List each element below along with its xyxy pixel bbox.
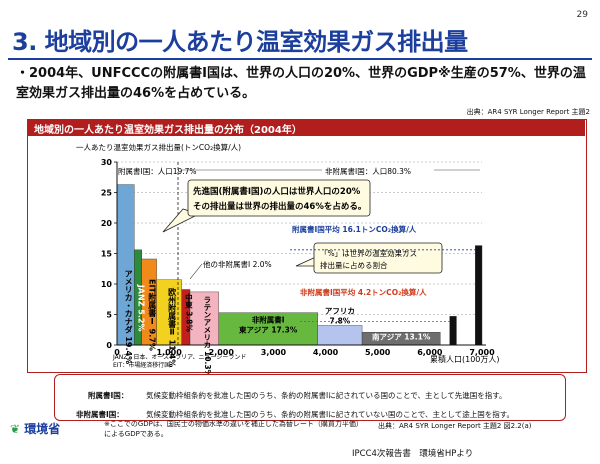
y-tick-label: 25 (101, 189, 113, 198)
x-tick-label: 1,000 (156, 348, 182, 357)
title-underline (8, 58, 592, 60)
annex1-population-note: 附属書Ⅰ国：人口19.7% (118, 166, 197, 176)
source-top: 出典：AR4 SYR Longer Report 主題2 (466, 108, 590, 116)
y-axis-label: 一人あたり温室効果ガス排出量(トンCO₂換算/人) (76, 142, 241, 152)
bar-label-east-asia-name: 非附属書Ⅰ (252, 315, 285, 325)
bar-label-janz: JANZ 5.2% (136, 284, 145, 332)
eit-definition: EIT：市場経済移行国 (113, 361, 170, 369)
legend-box (54, 374, 566, 421)
tick-labels: 0 5 10 15 20 25 30 0 1,000 2,000 3,000 4,000 5,000 6,… (101, 158, 495, 357)
x-tick-label: 5,000 (365, 348, 391, 357)
x-tick-label: 7,000 (469, 348, 495, 357)
x-tick-label: 2,000 (209, 348, 235, 357)
chart-header-bar (27, 119, 585, 136)
slide-title: 3. 地域別の一人あたり温室効果ガス排出量 (12, 28, 468, 56)
main-callout-line-1: 先進国(附属書Ⅰ国)の人口は世界人口の20% (193, 186, 361, 197)
x-axis-label: 累積人口(100万人) (430, 354, 500, 364)
y-tick-label: 0 (106, 341, 112, 350)
bar-label-latin-america: ラテンアメリカ 10.3% (203, 296, 212, 378)
legend-nonannex1-desc: 気候変動枠組条約を批准した国のうち、条約の附属書Ⅰに記されていない国のことで、主… (146, 410, 514, 419)
bar-label-middle-east: 中東 3.8% (184, 292, 193, 332)
page-number: 29 (576, 10, 588, 20)
bar-label-europe: 欧州附属書Ⅱ 11.4% (168, 287, 177, 368)
legend-annex1-desc: 気候変動枠組条約を批准した国のうち、条約の附属書Ⅰに記されている国のことで、主と… (146, 391, 507, 400)
ministry-logo: ❦ 環境省 (10, 420, 60, 437)
legend-annex1-term: 附属書Ⅰ国： (88, 391, 129, 400)
main-callout (187, 179, 371, 217)
bar-label-eit: EIT附属書Ⅰ 9.7% (148, 279, 157, 351)
y-tick-label: 20 (101, 219, 113, 228)
nonannex1-label-bg (322, 164, 434, 177)
main-callout-line-2: その排出量は世界の排出量の46%を占める。 (193, 201, 366, 212)
other-nonannex1-note: 他の非附属書Ⅰ 2.0% (203, 259, 272, 269)
bar-label-usa-canada: アメリカ・カナダ 19.4% (124, 270, 133, 365)
annex1-average-label: 附属書Ⅰ国平均 16.1トンCO₂換算/人 (292, 224, 417, 234)
janz-definition: JANZ：日本、オーストラリア、ニュージーランド (112, 353, 246, 361)
x-tick-label: 6,000 (417, 348, 443, 357)
x-tick-label: 4,000 (313, 348, 339, 357)
bar-9 (449, 316, 457, 346)
other-nonannex1-pointer (189, 263, 203, 280)
bar-label-africa-name: アフリカ (325, 306, 355, 315)
bar-7 (317, 325, 363, 346)
y-tick-label: 30 (101, 158, 113, 167)
bar-6 (218, 312, 318, 346)
legend-nonannex1-term: 非附属書Ⅰ国： (76, 410, 124, 419)
gdp-footnote: ※ここでのGDPは、国民士の物価水準の違いを補正した為替レート（購買力平価）によ… (104, 420, 363, 438)
chart-header-title: 地域別の一人あたり温室効果ガス排出量の分布（2004年） (34, 125, 302, 136)
percent-callout (313, 242, 443, 274)
nonannex1-population-note: 非附属書Ⅰ国：人口80.3% (325, 166, 411, 176)
credit-line: IPCC4次報告書 環境省HPより (352, 449, 474, 459)
nonannex1-average-label: 非附属書Ⅰ国平均 4.2トンCO₂換算/人 (300, 287, 427, 297)
bar-label-south-asia: 南アジア 13.1% (372, 332, 431, 342)
ministry-logo-text: 環境省 (24, 422, 61, 436)
bar-label-east-asia: 東アジア 17.3% (239, 325, 298, 335)
bar-10 (475, 245, 483, 346)
percent-callout-line-2: 排出量に占める割合 (320, 260, 388, 270)
bar-5 (189, 291, 219, 346)
y-tick-label: 5 (106, 311, 112, 320)
percent-callout-line-1: 「%」は世界の温室効果ガス (320, 248, 417, 258)
x-tick-label: 0 (114, 348, 120, 357)
source-bottom: 出典：AR4 SYR Longer Report 主題2 図2.2(a) (378, 422, 532, 430)
x-tick-label: 3,000 (261, 348, 287, 357)
y-tick-label: 10 (101, 280, 113, 289)
y-tick-label: 15 (101, 250, 113, 259)
bullet-text: ・2004年、UNFCCCの附属書Ⅰ国は、世界の人口の20%、世界のGDP※生産… (16, 66, 586, 101)
ministry-logo-icon: ❦ (10, 422, 21, 436)
